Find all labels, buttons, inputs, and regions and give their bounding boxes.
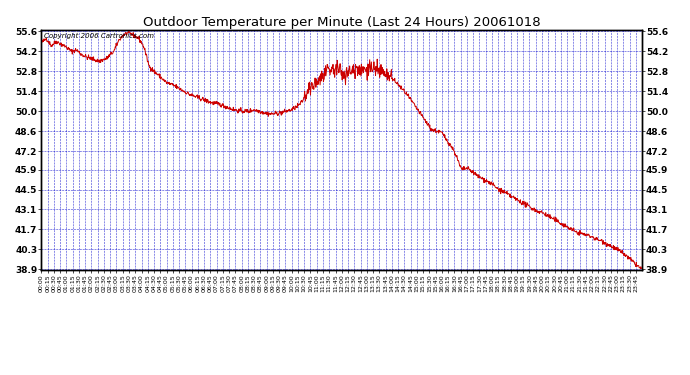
Title: Outdoor Temperature per Minute (Last 24 Hours) 20061018: Outdoor Temperature per Minute (Last 24 … [143,16,540,29]
Text: Copyright 2006 Cartronics.com: Copyright 2006 Cartronics.com [44,32,155,39]
